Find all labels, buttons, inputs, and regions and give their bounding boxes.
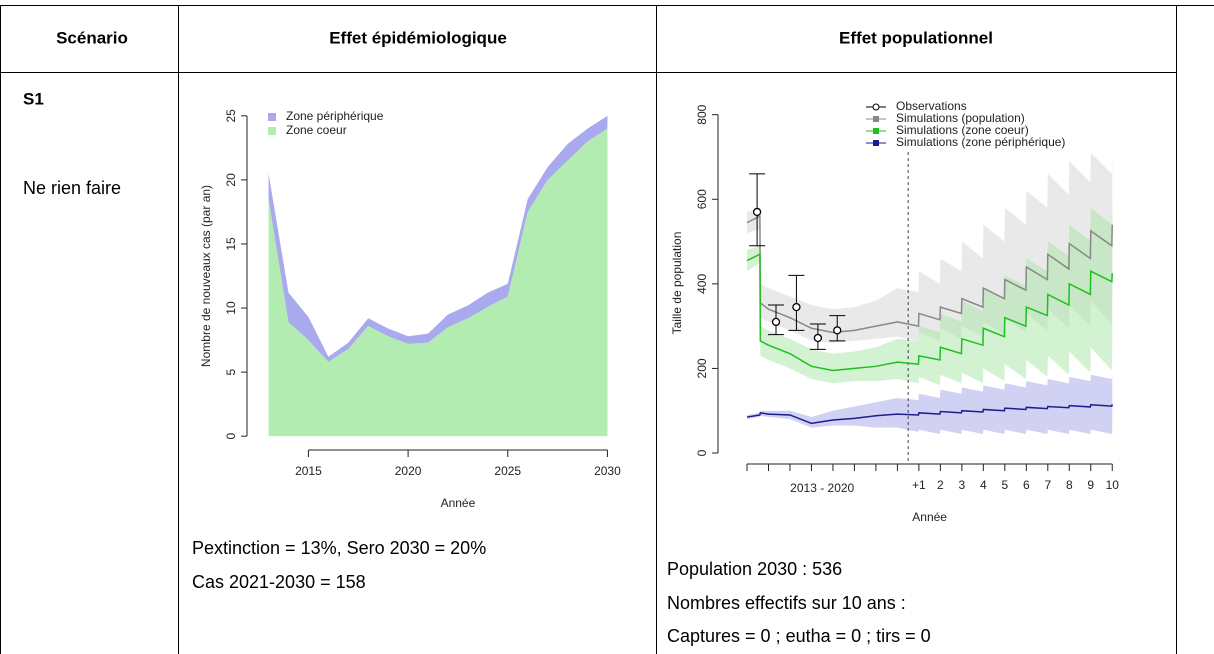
observation-point	[752, 207, 762, 217]
result-text: Pextinction = 13%, Sero 2030 = 20%	[192, 538, 486, 558]
x-axis-label: Année	[912, 510, 947, 524]
legend-label: Zone coeur	[286, 123, 347, 137]
result-text: Cas 2021-2030 = 158	[192, 572, 366, 592]
legend-symbol	[873, 128, 879, 134]
y-tick-label: 200	[695, 358, 709, 378]
line	[746, 404, 1113, 425]
scenario-description: Ne rien faire	[23, 178, 121, 198]
legend-symbol	[873, 116, 879, 122]
uncertainty-band	[747, 199, 1113, 386]
y-tick-label: 5	[224, 368, 238, 375]
legend-symbol	[872, 103, 880, 111]
header-cell: Effet épidémiologique	[329, 28, 507, 47]
x-tick-label: 6	[1023, 478, 1030, 492]
x-tick-label: 2015	[295, 464, 322, 478]
x-tick-label: 7	[1044, 478, 1051, 492]
x-tick-label: 2030	[594, 464, 621, 478]
y-tick-label: 0	[695, 449, 709, 456]
result-text: Captures = 0 ; eutha = 0 ; tirs = 0	[667, 626, 931, 646]
area	[268, 115, 608, 362]
y-tick-label: 15	[224, 237, 238, 251]
y-axis-label: Taille de population	[670, 232, 684, 335]
result-text: Nombres effectifs sur 10 ans :	[667, 593, 906, 613]
line	[746, 214, 1114, 334]
area	[268, 128, 608, 437]
y-tick-label: 0	[224, 433, 238, 440]
x-tick-label: +1	[912, 478, 926, 492]
header-cell: Scénario	[56, 28, 128, 47]
uncertainty-band	[747, 374, 1113, 434]
y-tick-label: 10	[224, 301, 238, 315]
legend-label: Observations	[896, 99, 967, 113]
header-cell: Effet populationnel	[839, 28, 993, 47]
x-tick-label: 8	[1066, 478, 1073, 492]
y-tick-label: 400	[695, 274, 709, 294]
observation-point	[833, 326, 842, 335]
observation-point	[771, 317, 781, 327]
y-tick-label: 25	[224, 109, 238, 123]
x-tick-label: 9	[1087, 478, 1094, 492]
scenario-id: S1	[23, 89, 44, 108]
legend-label: Simulations (population)	[896, 111, 1025, 125]
x-tick-label: 3	[959, 478, 966, 492]
y-tick-label: 800	[695, 104, 709, 124]
observation-point	[792, 302, 801, 312]
legend-label: Simulations (zone coeur)	[896, 123, 1029, 137]
legend-label: Zone périphérique	[286, 109, 384, 123]
y-axis-label: Nombre de nouveaux cas (par an)	[199, 185, 213, 367]
x-tick-label: 10	[1106, 478, 1120, 492]
x-tick-label: 4	[980, 478, 987, 492]
x-group-label: 2013 - 2020	[790, 481, 854, 495]
x-tick-label: 5	[1001, 478, 1008, 492]
legend-swatch	[268, 127, 276, 135]
x-tick-label: 2025	[494, 464, 521, 478]
line	[746, 253, 1114, 372]
x-tick-label: 2	[937, 478, 944, 492]
legend-label: Simulations (zone périphérique)	[896, 135, 1065, 149]
x-tick-label: 2020	[395, 464, 422, 478]
legend-symbol	[873, 140, 879, 146]
observation-point	[813, 333, 823, 343]
y-tick-label: 20	[224, 173, 238, 187]
result-text: Population 2030 : 536	[667, 559, 842, 579]
y-tick-label: 600	[695, 189, 709, 209]
x-axis-label: Année	[441, 496, 476, 510]
legend-swatch	[268, 113, 276, 121]
